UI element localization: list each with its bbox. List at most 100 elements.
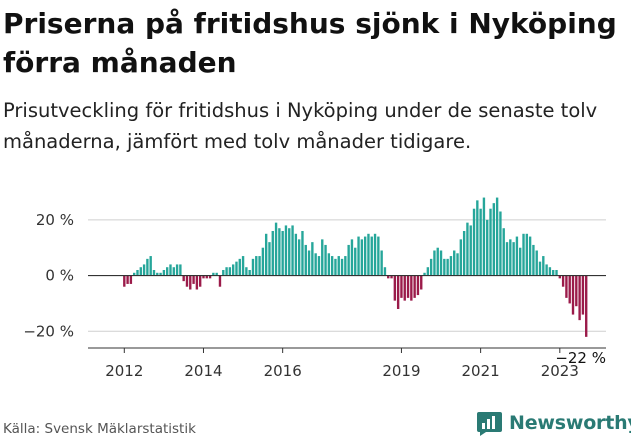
chart-subtitle: Prisutveckling för fritidshus i Nyköping… [3, 99, 598, 153]
bar [241, 256, 245, 276]
bar [248, 270, 251, 276]
bar [538, 261, 542, 276]
bar [133, 272, 136, 276]
bar [334, 258, 337, 276]
bar [347, 244, 350, 276]
bar [179, 264, 182, 276]
bar [169, 264, 172, 276]
bar [426, 267, 430, 276]
bar [433, 250, 436, 276]
bar [357, 236, 360, 276]
bar [383, 267, 387, 276]
bar [373, 233, 377, 276]
bar [258, 256, 261, 276]
bar [159, 272, 162, 276]
bar [215, 272, 218, 276]
bar [195, 275, 199, 290]
x-tick-label: 2023 [541, 362, 579, 380]
bars [123, 197, 588, 337]
bar [482, 197, 486, 276]
bar [492, 203, 496, 276]
bar [380, 250, 383, 276]
bar [344, 256, 347, 276]
newsworthy-brand[interactable]: Newsworthy [476, 408, 631, 438]
bar [228, 267, 232, 276]
bar [558, 275, 561, 279]
bar [509, 239, 512, 276]
bar [251, 258, 255, 276]
bar [189, 275, 192, 290]
bar [499, 211, 502, 276]
bar [198, 275, 202, 287]
bar [436, 247, 439, 276]
bar [354, 247, 357, 276]
bar [545, 264, 548, 276]
bar [245, 267, 248, 276]
bar [139, 267, 142, 276]
bar [185, 275, 189, 287]
bar [321, 239, 324, 276]
bar [304, 244, 307, 276]
bar [212, 272, 215, 276]
bar [472, 208, 476, 276]
bar [149, 256, 152, 276]
bar [235, 261, 238, 276]
bar [278, 228, 281, 276]
bar [429, 258, 433, 276]
bar [327, 253, 331, 276]
bar [476, 200, 479, 276]
y-tick-label: 20 % [36, 211, 74, 229]
bar [202, 275, 205, 279]
bar [377, 236, 380, 276]
bar [400, 275, 403, 298]
bar [317, 256, 321, 276]
bar [416, 275, 420, 296]
bar [479, 208, 482, 276]
bar [172, 267, 175, 276]
bar [205, 275, 208, 279]
bar [126, 275, 129, 284]
bar [297, 239, 301, 276]
bar [502, 228, 505, 276]
x-axis [88, 347, 606, 353]
bar [413, 275, 416, 298]
bar [469, 225, 472, 276]
bar [406, 275, 410, 298]
bar [446, 258, 449, 276]
bar [225, 267, 228, 276]
source-note: Källa: Svensk Mäklarstatistik [3, 421, 196, 437]
bar [410, 275, 413, 301]
x-tick-label: 2021 [462, 362, 500, 380]
bar [142, 264, 146, 276]
bar [575, 275, 578, 307]
bar [578, 275, 581, 321]
bar [462, 231, 466, 276]
bar [439, 250, 443, 276]
bar [350, 239, 354, 276]
bar [561, 275, 565, 287]
y-tick-label: −20 % [23, 322, 74, 340]
bar [268, 242, 271, 276]
bar [449, 256, 453, 276]
bar [301, 231, 304, 276]
tick-labels: 20 % 0 % −20 % 2012 2014 2016 2019 2021 2023−22 … [23, 211, 606, 380]
x-tick-label: 2016 [264, 362, 302, 380]
newsworthy-logo-icon [477, 411, 502, 436]
x-tick-label: 2014 [184, 362, 222, 380]
bar [363, 236, 367, 276]
bar [123, 275, 126, 287]
bar [311, 242, 314, 276]
bar [271, 231, 274, 276]
bar [288, 228, 291, 276]
bar [281, 231, 284, 276]
bar [453, 250, 456, 276]
bar [555, 270, 558, 276]
bar [396, 275, 400, 309]
bar [261, 247, 265, 276]
bar [565, 275, 568, 298]
bar [340, 258, 344, 276]
bar [222, 270, 225, 276]
bar [330, 256, 334, 276]
bar [489, 208, 492, 276]
